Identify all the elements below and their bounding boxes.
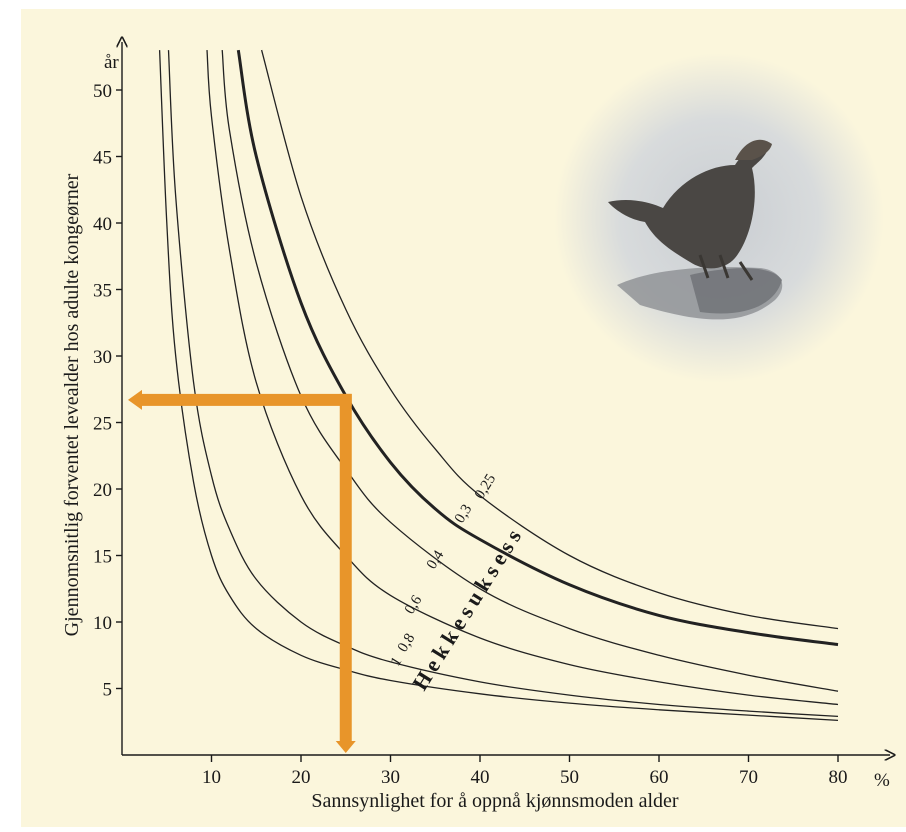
annotation-arrows [128,389,356,753]
x-tick-label: 60 [650,767,669,788]
y-tick-label: 45 [93,148,112,169]
y-tick-label: 35 [93,281,112,302]
x-tick-label: 10 [202,767,221,788]
y-tick-label: 15 [93,547,112,568]
y-tick-label: 40 [93,214,112,235]
series-line-3 [221,50,839,692]
y-tick-label: 50 [93,81,112,102]
eagle-illustration [554,53,884,383]
x-tick-label: 70 [739,767,758,788]
annotation-down-arrowhead [335,741,356,753]
y-tick-label: 25 [93,414,112,435]
y-axis-title: Gjennomsnitlig forventet levealder hos a… [61,173,83,636]
x-tick-label: 20 [292,767,311,788]
annotation-vertical-bar [339,393,352,743]
series-line-0 [158,50,839,722]
y-tick-label: 10 [93,613,112,634]
y-tick-label: 20 [93,480,112,501]
annotation-horizontal-bar [138,393,352,406]
series-line-1 [167,50,839,718]
x-axis-title: Sannsynlighet for å oppnå kjønnsmoden al… [311,790,678,812]
y-tick-label: 30 [93,347,112,368]
series-line-4 [236,49,839,647]
axes: 5 10 15 20 25 30 35 40 45 50 10 20 30 40 50 60 70 80 [93,42,890,788]
series-line-2 [206,50,839,706]
y-unit-label: år [104,52,119,73]
series-line-5 [260,49,839,630]
annotation-left-arrowhead [128,389,142,410]
x-tick-label: 40 [471,767,490,788]
x-unit-label: % [874,770,890,791]
curves [158,49,839,722]
y-tick-label: 5 [103,680,113,701]
x-tick-label: 80 [829,767,848,788]
x-tick-label: 50 [560,767,579,788]
x-tick-label: 30 [381,767,400,788]
